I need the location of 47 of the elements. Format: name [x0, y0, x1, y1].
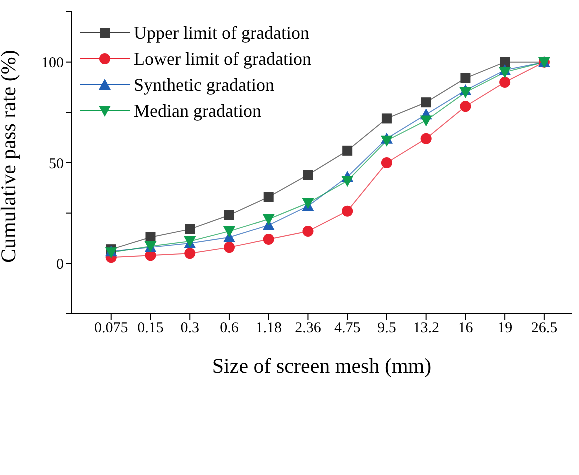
point — [263, 234, 274, 246]
point — [264, 192, 274, 202]
legend-label: Upper limit of gradation — [134, 22, 310, 44]
y-tick-label: 0 — [56, 256, 64, 273]
point — [262, 214, 275, 226]
x-tick-label: 0.075 — [94, 320, 128, 337]
point — [460, 101, 472, 112]
legend-label: Median gradation — [134, 100, 262, 122]
point — [224, 242, 235, 254]
y-axis-title: Cumulative pass rate (%) — [0, 50, 20, 263]
x-tick-label: 2.36 — [295, 320, 322, 337]
point — [499, 67, 512, 78]
x-tick-label: 13.2 — [413, 320, 440, 337]
x-tick-label: 0.3 — [180, 320, 200, 337]
point — [185, 224, 196, 234]
x-tick-label: 16 — [458, 320, 474, 337]
point — [342, 146, 353, 156]
point — [420, 133, 432, 144]
legend-label: Synthetic gradation — [134, 74, 274, 96]
point — [500, 76, 511, 88]
x-tick-label: 19 — [498, 320, 513, 337]
x-tick-label: 4.75 — [334, 320, 361, 337]
point — [421, 98, 432, 108]
x-tick-label: 0.15 — [138, 320, 164, 337]
x-tick-label: 0.6 — [220, 320, 240, 337]
y-tick-label: 100 — [42, 56, 64, 72]
x-tick-label: 1.18 — [256, 320, 282, 337]
point — [382, 114, 392, 124]
point — [303, 170, 314, 180]
x-tick-label: 9.5 — [378, 320, 396, 337]
point — [380, 136, 393, 147]
point — [224, 210, 234, 220]
point — [302, 226, 314, 237]
point — [381, 158, 392, 168]
x-tick-label: 26.5 — [531, 320, 558, 337]
point — [500, 57, 510, 68]
legend-label: Lower limit of gradation — [134, 48, 312, 70]
point — [342, 176, 354, 188]
x-axis-title: Size of screen mesh (mm) — [212, 354, 432, 378]
point — [342, 206, 354, 217]
point — [223, 226, 236, 238]
point — [420, 116, 432, 127]
point — [460, 73, 471, 84]
point — [184, 248, 196, 260]
y-tick-label: 50 — [49, 156, 64, 172]
point — [146, 232, 156, 242]
point — [460, 88, 472, 99]
